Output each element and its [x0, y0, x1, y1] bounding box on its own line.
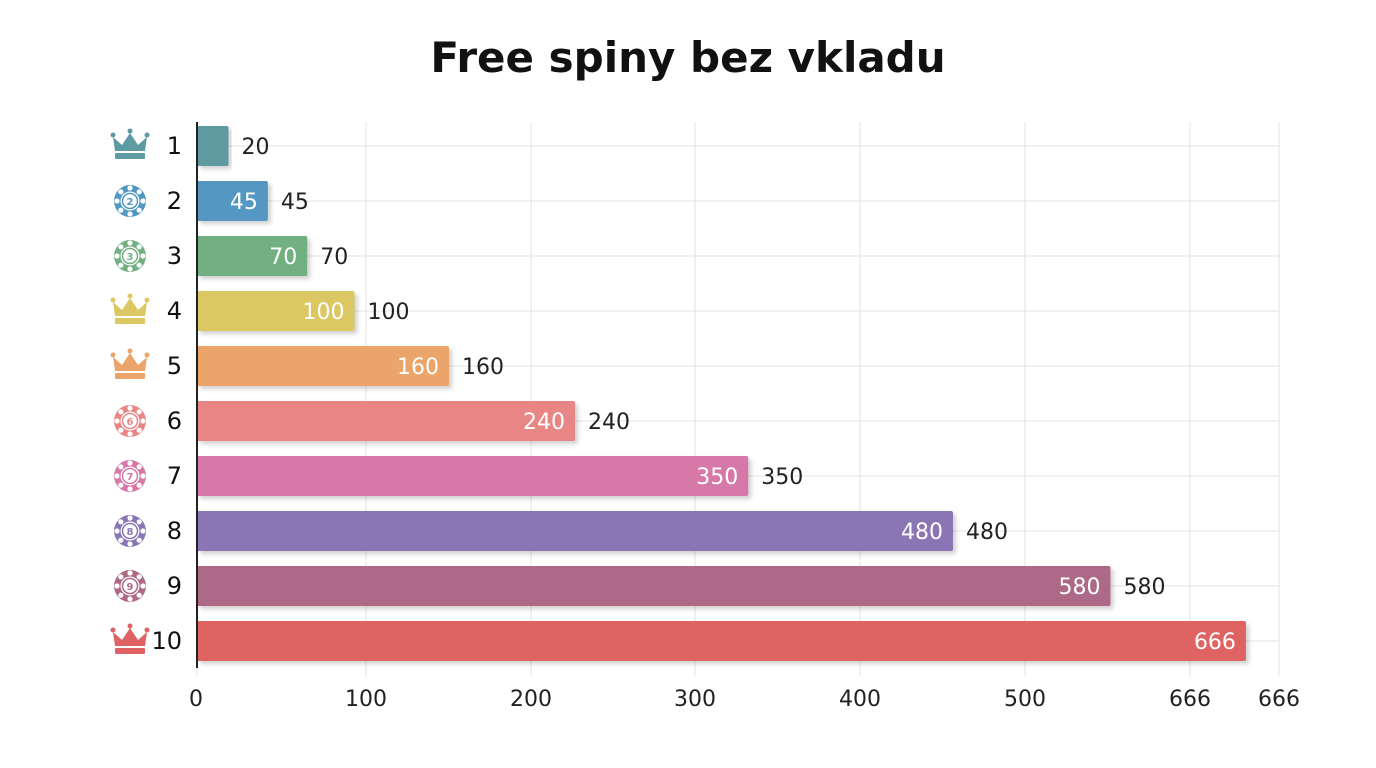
- bar-outside-label: 45: [281, 190, 309, 215]
- x-tick-label: 500: [1004, 687, 1046, 712]
- category-label: 6: [167, 407, 182, 435]
- bar-inside-label: 100: [303, 300, 345, 325]
- x-tick-label: 300: [674, 687, 716, 712]
- crown-icon: [110, 128, 150, 159]
- bar-7: [197, 456, 749, 496]
- chip-icon: 3: [114, 240, 146, 272]
- bar-inside-label: 160: [397, 355, 439, 380]
- x-tick-label: 666: [1258, 687, 1300, 712]
- y-axis-labels: 1 2 2 3 3 4 5 6 6 7 7 8 8 9 9 10: [110, 128, 182, 655]
- bar-inside-label: 350: [696, 465, 738, 490]
- bar-inside-label: 666: [1194, 630, 1236, 655]
- bar-9: [197, 566, 1111, 606]
- chip-icon: 6: [114, 405, 146, 437]
- chip-icon: 2: [114, 185, 146, 217]
- chip-icon: 9: [114, 570, 146, 602]
- category-label: 8: [167, 517, 182, 545]
- bar-inside-label: 480: [901, 520, 943, 545]
- crown-icon: [110, 623, 150, 654]
- category-label: 9: [167, 572, 182, 600]
- bar-2: [197, 181, 268, 221]
- category-label: 5: [167, 352, 182, 380]
- bar-inside-label: 240: [523, 410, 565, 435]
- bar-outside-label: 240: [588, 410, 630, 435]
- bar-inside-label: 45: [230, 190, 258, 215]
- bar-outside-label: 480: [966, 520, 1008, 545]
- bar-outside-label: 160: [462, 355, 504, 380]
- bar-6: [197, 401, 575, 441]
- svg-text:9: 9: [127, 582, 134, 593]
- x-axis-labels: 0 100 200 300 400 500 666 666: [189, 687, 1300, 712]
- category-label: 1: [167, 132, 182, 160]
- svg-text:6: 6: [127, 417, 134, 428]
- bar-inside-label: 580: [1059, 575, 1101, 600]
- x-tick-label: 100: [345, 687, 387, 712]
- svg-text:2: 2: [127, 197, 134, 208]
- x-tick-label: 400: [839, 687, 881, 712]
- svg-text:8: 8: [127, 527, 134, 538]
- bars: 20 45 45 70 70 100 100 160 160 240 240 350 350 480 480…: [197, 126, 1246, 661]
- crown-icon: [110, 348, 150, 379]
- category-label: 3: [167, 242, 182, 270]
- x-tick-label: 0: [189, 687, 203, 712]
- bar-8: [197, 511, 953, 551]
- bar-inside-label: 70: [269, 245, 297, 270]
- bar-1: [197, 126, 229, 166]
- category-label: 4: [167, 297, 182, 325]
- chip-icon: 7: [114, 460, 146, 492]
- x-tick-label: 200: [510, 687, 552, 712]
- bar-outside-label: 20: [242, 135, 270, 160]
- bar-5: [197, 346, 449, 386]
- bar-outside-label: 70: [320, 245, 348, 270]
- category-label: 7: [167, 462, 182, 490]
- crown-icon: [110, 293, 150, 324]
- bar-3: [197, 236, 308, 276]
- bar-4: [197, 291, 355, 331]
- category-label: 2: [167, 187, 182, 215]
- bar-outside-label: 350: [761, 465, 803, 490]
- svg-text:7: 7: [127, 472, 134, 483]
- svg-text:3: 3: [127, 252, 134, 263]
- chart-title: Free spiny bez vkladu: [430, 33, 945, 82]
- chip-icon: 8: [114, 515, 146, 547]
- bar-10: [197, 621, 1246, 661]
- bar-outside-label: 580: [1124, 575, 1166, 600]
- bar-outside-label: 100: [368, 300, 410, 325]
- x-tick-label: 666: [1169, 687, 1211, 712]
- category-label: 10: [151, 627, 182, 655]
